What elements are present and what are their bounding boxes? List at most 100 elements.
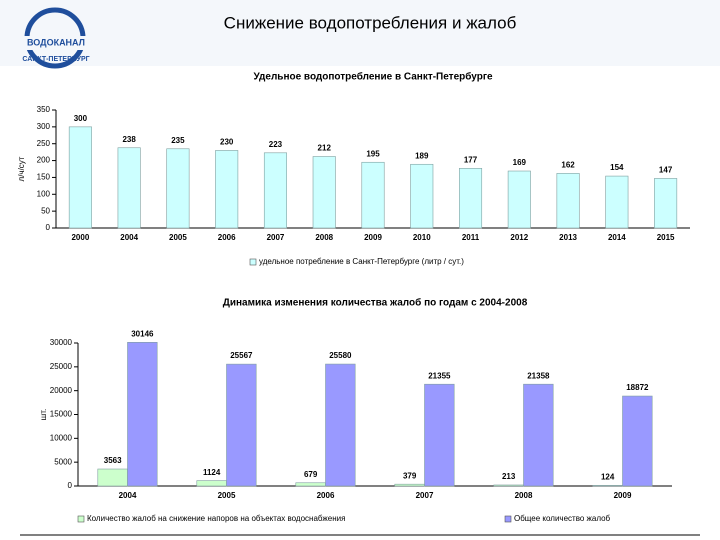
y-tick-label: 50 [41, 206, 50, 215]
y-tick-label: 0 [68, 481, 73, 490]
data-label: 235 [171, 136, 185, 145]
bar [166, 148, 190, 229]
x-tick-label: 2013 [559, 233, 577, 242]
y-tick-label: 25000 [50, 362, 73, 371]
bar [361, 161, 385, 229]
data-label: 147 [659, 166, 673, 175]
x-tick-label: 2008 [515, 491, 533, 500]
bar [592, 485, 623, 487]
x-tick-label: 2006 [218, 233, 236, 242]
x-tick-label: 2000 [71, 233, 89, 242]
x-tick-label: 2006 [317, 491, 335, 500]
bar [68, 126, 92, 229]
bar [507, 170, 531, 229]
x-tick-label: 2005 [218, 491, 236, 500]
data-label: 230 [220, 138, 234, 147]
data-label: 25567 [230, 351, 253, 360]
data-label: 223 [269, 140, 283, 149]
data-label: 213 [502, 472, 516, 481]
bar [523, 383, 554, 487]
legend-swatch [249, 258, 257, 266]
bar [97, 468, 128, 487]
bar [410, 163, 434, 229]
x-tick-label: 2004 [120, 233, 138, 242]
y-tick-label: 15000 [50, 410, 73, 419]
data-label: 679 [304, 470, 318, 479]
y-tick-label: 150 [37, 173, 51, 182]
bar [622, 395, 653, 487]
legend-label: Количество жалоб на снижение напоров на … [87, 514, 345, 523]
data-label: 169 [513, 158, 527, 167]
legend-swatch [77, 515, 85, 523]
data-label: 177 [464, 155, 478, 164]
y-tick-label: 10000 [50, 433, 73, 442]
logo-gap [16, 36, 96, 50]
bar [215, 150, 239, 229]
x-tick-label: 2008 [315, 233, 333, 242]
data-label: 124 [601, 473, 615, 482]
bar [127, 342, 158, 487]
x-tick-label: 2005 [169, 233, 187, 242]
data-label: 1124 [203, 468, 221, 477]
y-tick-label: 100 [37, 189, 51, 198]
legend-label: Общее количество жалоб [514, 514, 611, 523]
data-label: 21358 [527, 371, 550, 380]
legend-swatch [504, 515, 512, 523]
y-axis-label: шт. [39, 409, 48, 420]
x-tick-label: 2014 [608, 233, 626, 242]
bar [654, 178, 678, 229]
x-tick-label: 2004 [119, 491, 137, 500]
y-tick-label: 250 [37, 139, 51, 148]
data-label: 162 [561, 160, 575, 169]
data-label: 25580 [329, 351, 352, 360]
x-tick-label: 2011 [462, 233, 480, 242]
data-label: 18872 [626, 383, 649, 392]
bar [196, 480, 227, 487]
header-band [0, 0, 720, 66]
bar [394, 483, 425, 487]
bar [605, 175, 629, 229]
y-axis-label: л/ч/сут [17, 156, 26, 181]
x-tick-label: 2012 [510, 233, 528, 242]
chart-title: Удельное водопотребление в Санкт-Петербу… [253, 71, 493, 83]
logo-city: САНКТ-ПЕТЕРБУРГ [22, 56, 89, 63]
bar [117, 147, 141, 229]
y-tick-label: 30000 [50, 338, 73, 347]
y-tick-label: 200 [37, 156, 51, 165]
bar [295, 482, 326, 487]
y-tick-label: 0 [46, 223, 51, 232]
data-label: 238 [122, 135, 136, 144]
data-label: 195 [366, 149, 380, 158]
bar [263, 152, 287, 229]
bar [493, 484, 524, 487]
logo: ВОДОКАНАЛ САНКТ-ПЕТЕРБУРГ [16, 7, 96, 69]
data-label: 212 [318, 144, 332, 153]
bar [226, 363, 257, 487]
x-tick-label: 2009 [364, 233, 382, 242]
x-tick-label: 2010 [413, 233, 431, 242]
bar [459, 168, 483, 229]
legend-label: удельное потребление в Санкт-Петербурге … [259, 257, 464, 266]
x-tick-label: 2007 [267, 233, 285, 242]
y-tick-label: 5000 [54, 457, 72, 466]
bar [556, 173, 580, 229]
y-tick-label: 300 [37, 122, 51, 131]
chart-title: Динамика изменения количества жалоб по г… [223, 297, 528, 309]
data-label: 154 [610, 163, 624, 172]
y-tick-label: 20000 [50, 386, 73, 395]
data-label: 189 [415, 151, 429, 160]
data-label: 379 [403, 471, 417, 480]
x-tick-label: 2007 [416, 491, 434, 500]
bar [424, 383, 455, 487]
y-tick-label: 350 [37, 105, 51, 114]
x-tick-label: 2015 [657, 233, 675, 242]
data-label: 30146 [131, 329, 154, 338]
data-label: 21355 [428, 371, 451, 380]
bar [312, 156, 336, 229]
x-tick-label: 2009 [614, 491, 632, 500]
data-label: 3563 [104, 456, 122, 465]
logo-text: ВОДОКАНАЛ [27, 37, 85, 47]
data-label: 300 [74, 114, 88, 123]
